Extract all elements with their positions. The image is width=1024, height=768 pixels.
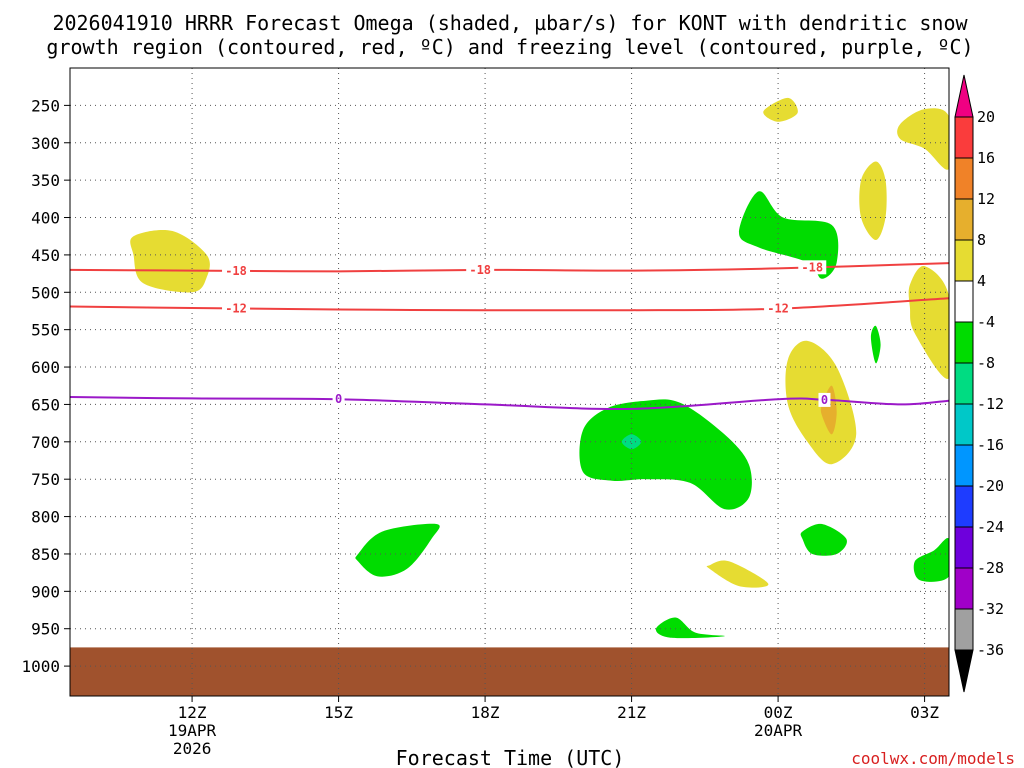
- colorbar-label--20: -20: [977, 477, 1004, 495]
- colorbar-label--12: -12: [977, 395, 1004, 413]
- omega-region-negative-10: [579, 399, 752, 510]
- colorbar-box--8: [954, 321, 974, 364]
- y-tick-label-400: 400: [31, 209, 60, 228]
- colorbar-label--16: -16: [977, 436, 1004, 454]
- y-tick-label-550: 550: [31, 321, 60, 340]
- omega-region-negative-13: [800, 523, 847, 556]
- y-tick-label-650: 650: [31, 395, 60, 414]
- colorbar-box--24: [954, 485, 974, 528]
- colorbar-label-4: 4: [977, 272, 986, 290]
- y-tick-label-250: 250: [31, 96, 60, 115]
- omega-region-positive-0: [130, 229, 210, 293]
- plot-frame: [69, 67, 950, 697]
- ground-level: [70, 647, 949, 696]
- x-tick-label-15Z: 15Z: [324, 703, 353, 722]
- y-tick-label-300: 300: [31, 134, 60, 153]
- colorbar-label--32: -32: [977, 600, 1004, 618]
- x-tick-date-12Z: 19APR: [168, 721, 217, 740]
- colorbar-label--4: -4: [977, 313, 995, 331]
- colorbar-box--20: [954, 444, 974, 487]
- colorbar-box-8: [954, 198, 974, 241]
- colorbar-box--12: [954, 362, 974, 405]
- dgz-18-label-0: -18: [225, 264, 247, 278]
- x-tick-label-21Z: 21Z: [617, 703, 646, 722]
- x-tick-label-03Z: 03Z: [910, 703, 939, 722]
- colorbar-label-20: 20: [977, 108, 995, 126]
- colorbar-high-arrow: [954, 74, 974, 118]
- omega-region-positive-3: [859, 161, 887, 240]
- colorbar-label--8: -8: [977, 354, 995, 372]
- dgz-12-label-1: -12: [767, 302, 789, 316]
- omega-region-positive-2: [897, 108, 949, 170]
- y-tick-label-850: 850: [31, 545, 60, 564]
- omega-region-negative-11: [621, 434, 642, 450]
- colorbar-label-12: 12: [977, 190, 995, 208]
- omega-region-positive-7: [706, 560, 769, 588]
- y-tick-label-600: 600: [31, 358, 60, 377]
- x-tick-label-18Z: 18Z: [471, 703, 500, 722]
- ground-band: [70, 647, 949, 696]
- x-tick-year-12Z: 2026: [173, 739, 212, 758]
- y-tick-label-900: 900: [31, 582, 60, 601]
- y-axis-ticks: 250 300 350 400 450 500 550 600 650 700 750 800 850 9…: [21, 96, 70, 676]
- dgz-18-label-1: -18: [469, 263, 491, 277]
- freezing-level-label-bg-0: [332, 392, 345, 407]
- colorbar-box-4: [954, 239, 974, 282]
- chart-title-line-2: growth region (contoured, red, ºC) and f…: [46, 35, 973, 59]
- dgz-18-label-bg-2: [798, 260, 827, 275]
- y-tick-label-500: 500: [31, 283, 60, 302]
- colorbar-label-16: 16: [977, 149, 995, 167]
- y-tick-label-750: 750: [31, 470, 60, 489]
- y-tick-label-1000: 1000: [21, 657, 60, 676]
- dgz-12-contour: [70, 297, 949, 312]
- colorbar: -36 -32 -28 -24 -20 -16 -12 -8 -4 4 8 12 16 20: [954, 74, 1004, 693]
- colorbar-low-arrow: [954, 649, 974, 693]
- dgz-12-label-0: -12: [225, 301, 247, 315]
- credit-text: coolwx.com/models: [851, 749, 1015, 768]
- colorbar-label--24: -24: [977, 518, 1004, 536]
- omega-region-negative-14: [913, 538, 949, 582]
- omega-region-positive-1: [763, 97, 798, 122]
- y-tick-label-350: 350: [31, 171, 60, 190]
- dgz-18-label-bg-0: [222, 263, 251, 278]
- chart-title-line-1: 2026041910 HRRR Forecast Omega (shaded, …: [52, 11, 968, 35]
- omega-region-negative-9: [870, 325, 881, 364]
- x-tick-label-12Z: 12Z: [178, 703, 207, 722]
- y-tick-label-450: 450: [31, 246, 60, 265]
- colorbar-box--28: [954, 526, 974, 569]
- freezing-level-label-bg-1: [818, 392, 831, 407]
- dgz-18-label-2: -18: [801, 260, 823, 274]
- colorbar-box--32: [954, 567, 974, 610]
- x-tick-date-00Z: 20APR: [754, 721, 803, 740]
- contours: -18 -18 -18 -12 -12 0 0: [70, 260, 949, 411]
- dgz-12-label-bg-0: [222, 301, 251, 316]
- colorbar-label--36: -36: [977, 641, 1004, 659]
- x-tick-label-00Z: 00Z: [764, 703, 793, 722]
- x-axis-label: Forecast Time (UTC): [396, 746, 625, 768]
- freezing-level-label-1: 0: [821, 393, 828, 407]
- freezing-level-contour: [70, 396, 949, 411]
- colorbar-box-16: [954, 116, 974, 159]
- y-tick-label-950: 950: [31, 620, 60, 639]
- dgz-18-label-bg-1: [466, 262, 495, 277]
- omega-region-negative-15: [655, 617, 725, 639]
- y-tick-label-700: 700: [31, 433, 60, 452]
- dgz-12-label-bg-1: [764, 301, 793, 316]
- freezing-level-label-0: 0: [335, 392, 342, 406]
- omega-region-negative-8: [739, 191, 839, 279]
- colorbar-box--16: [954, 403, 974, 446]
- colorbar-box-12: [954, 157, 974, 200]
- omega-region-negative-12: [355, 523, 440, 577]
- colorbar-label--28: -28: [977, 559, 1004, 577]
- colorbar-box--4: [954, 280, 974, 323]
- omega-shading: [130, 97, 949, 639]
- colorbar-label-8: 8: [977, 231, 986, 249]
- omega-region-positive-4: [908, 266, 949, 379]
- colorbar-box--36: [954, 608, 974, 651]
- y-tick-label-800: 800: [31, 508, 60, 527]
